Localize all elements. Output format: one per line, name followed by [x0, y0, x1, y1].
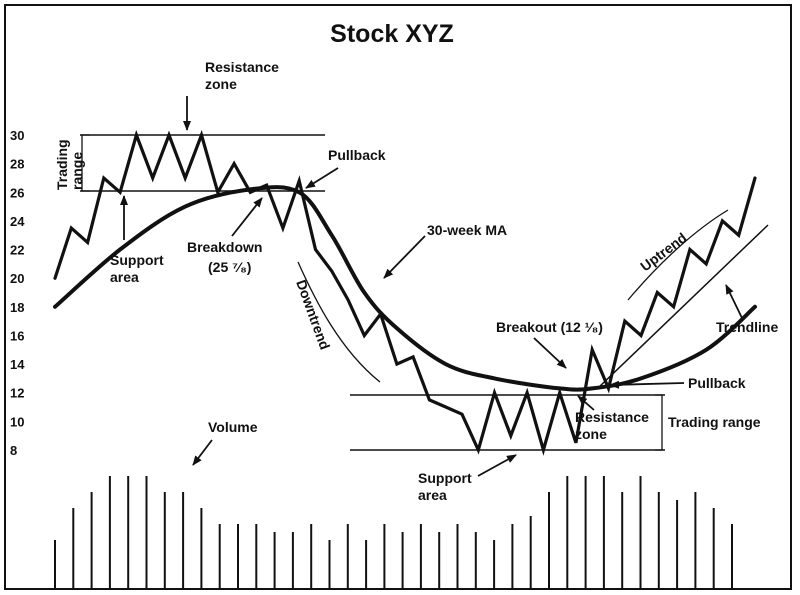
breakdown-arrow	[231, 197, 263, 237]
uptrend-bracket	[627, 209, 729, 301]
y-tick-label: 30	[10, 128, 24, 143]
resistance-zone-top-label: Resistance zone	[205, 59, 279, 92]
volume-label: Volume	[208, 419, 258, 435]
ma-label-arrow	[383, 235, 426, 279]
trading-range-bottom-bracket	[655, 394, 663, 451]
downtrend-bracket	[297, 261, 381, 383]
volume-bars	[54, 476, 733, 588]
trading-range-bottom-label: Trading range	[668, 414, 761, 430]
pullback-bottom-arrow	[609, 380, 685, 389]
pullback-top-label: Pullback	[328, 147, 386, 163]
trading-range-top-label-line1: Trading	[54, 139, 70, 190]
y-tick-label: 20	[10, 271, 24, 286]
y-tick-label: 22	[10, 243, 24, 258]
resistance-zone-top-text: Resistance	[205, 59, 279, 75]
resistance-zone-top-text-line2: zone	[205, 76, 237, 92]
y-tick-label: 8	[10, 443, 17, 458]
y-tick-label: 18	[10, 300, 24, 315]
support-area-bottom-arrow	[477, 454, 517, 477]
trading-range-top-label: Tradingrange	[54, 139, 85, 190]
resistance-zone-bottom-text-line2: zone	[575, 426, 607, 442]
breakout-label: Breakout (12 ¹⁄₈)	[496, 319, 603, 335]
y-axis: 30 28 26 24 22 20 18 16 14 12 10 8	[10, 128, 25, 458]
chart-title: Stock XYZ	[330, 20, 454, 48]
support-area-bottom-text-line2: area	[418, 487, 447, 503]
resistance-zone-bottom-label: Resistance zone	[575, 409, 649, 442]
y-tick-label: 14	[10, 357, 25, 372]
breakdown-price-label: (25 ⁷⁄₈)	[208, 259, 251, 275]
breakdown-label: Breakdown	[187, 239, 262, 255]
support-area-top-text: Support	[110, 252, 164, 268]
y-tick-label: 10	[10, 414, 24, 429]
pullback-bottom-label: Pullback	[688, 375, 746, 391]
y-tick-label: 12	[10, 386, 24, 401]
trendline-arrow	[725, 284, 743, 319]
ma-label: 30-week MA	[427, 222, 507, 238]
y-tick-label: 16	[10, 328, 24, 343]
trading-range-top-bracket	[81, 134, 90, 192]
price-line	[53, 129, 757, 456]
moving-average-line	[53, 185, 757, 392]
downtrend-label: Downtrend	[293, 278, 333, 352]
chart-frame	[4, 4, 792, 590]
trendline-line	[597, 224, 769, 389]
y-tick-label: 26	[10, 185, 24, 200]
resistance-zone-bottom-text: Resistance	[575, 409, 649, 425]
uptrend-label: Uptrend	[637, 229, 689, 274]
trendline-label: Trendline	[716, 319, 778, 335]
support-area-bottom-label: Support area	[418, 470, 472, 503]
breakout-arrow	[533, 337, 567, 369]
support-area-top-label: Support area	[110, 252, 164, 285]
support-area-bottom-text: Support	[418, 470, 472, 486]
y-tick-label: 24	[10, 214, 25, 229]
trading-range-top-label-line2: range	[69, 152, 85, 190]
support-area-top-text-line2: area	[110, 269, 139, 285]
resistance-zone-bottom-arrow	[577, 395, 595, 411]
pullback-top-arrow	[305, 167, 339, 189]
volume-label-arrow	[192, 439, 213, 466]
y-tick-label: 28	[10, 157, 24, 172]
